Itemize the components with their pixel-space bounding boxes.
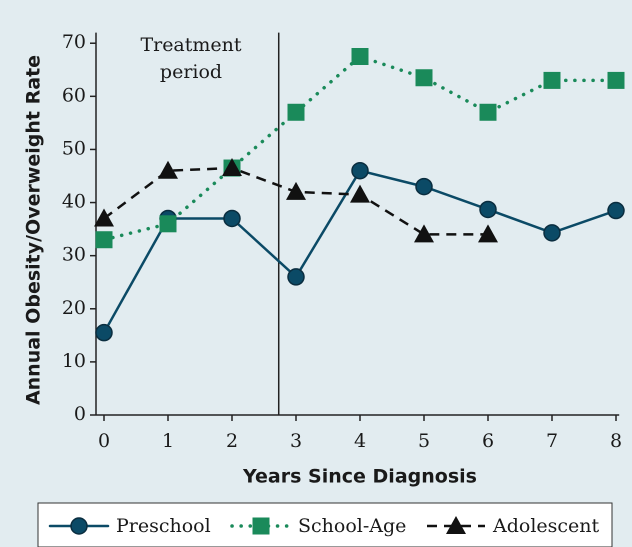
- point: [222, 158, 242, 177]
- point: [414, 224, 434, 243]
- point: [351, 48, 369, 65]
- point: [95, 231, 113, 249]
- y-tick-label: 60: [62, 84, 86, 106]
- y-tick-label: 40: [62, 191, 86, 213]
- x-tick-label: 5: [418, 430, 430, 452]
- point: [350, 184, 370, 203]
- legend-label: Adolescent: [492, 515, 600, 537]
- y-tick-label: 30: [62, 244, 86, 266]
- point: [158, 160, 178, 179]
- point: [479, 200, 497, 219]
- point: [478, 224, 498, 243]
- point: [543, 224, 561, 242]
- x-tick-label: 4: [354, 430, 366, 452]
- legend-marker: [70, 517, 88, 535]
- point: [351, 161, 369, 180]
- point: [286, 181, 306, 200]
- legend-box: [37, 502, 613, 547]
- annotation: Treatment: [140, 34, 241, 56]
- x-tick-label: 3: [290, 430, 302, 452]
- y-tick-label: 10: [62, 350, 86, 372]
- x-tick-label: 6: [482, 430, 494, 452]
- y-tick-label: 50: [62, 137, 86, 159]
- x-tick-label: 1: [162, 430, 174, 452]
- point: [543, 71, 561, 89]
- y-axis-label: Annual Obesity/Overweight Rate: [23, 55, 45, 405]
- y-tick-label: 70: [62, 31, 86, 53]
- point: [223, 209, 241, 228]
- y-tick-label: 0: [74, 403, 86, 425]
- point: [287, 268, 305, 286]
- legend-label: Preschool: [116, 515, 211, 537]
- x-tick-label: 0: [98, 430, 110, 452]
- series-line: [102, 54, 618, 242]
- y-tick-label: 20: [62, 297, 86, 319]
- point: [287, 103, 305, 121]
- x-tick-label: 2: [226, 430, 238, 452]
- legend-label: School-Age: [298, 515, 406, 537]
- legend-marker: [252, 517, 270, 535]
- point: [415, 177, 433, 196]
- x-tick-label: 7: [546, 430, 558, 452]
- x-tick-label: 8: [610, 430, 622, 452]
- point: [159, 215, 177, 233]
- point: [95, 323, 113, 342]
- point: [415, 69, 433, 87]
- point: [479, 103, 497, 121]
- point: [607, 71, 625, 89]
- legend-marker: [446, 516, 466, 534]
- annotation: period: [160, 61, 222, 83]
- x-axis-label: Years Since Diagnosis: [242, 466, 477, 488]
- point: [94, 208, 114, 227]
- point: [607, 201, 625, 220]
